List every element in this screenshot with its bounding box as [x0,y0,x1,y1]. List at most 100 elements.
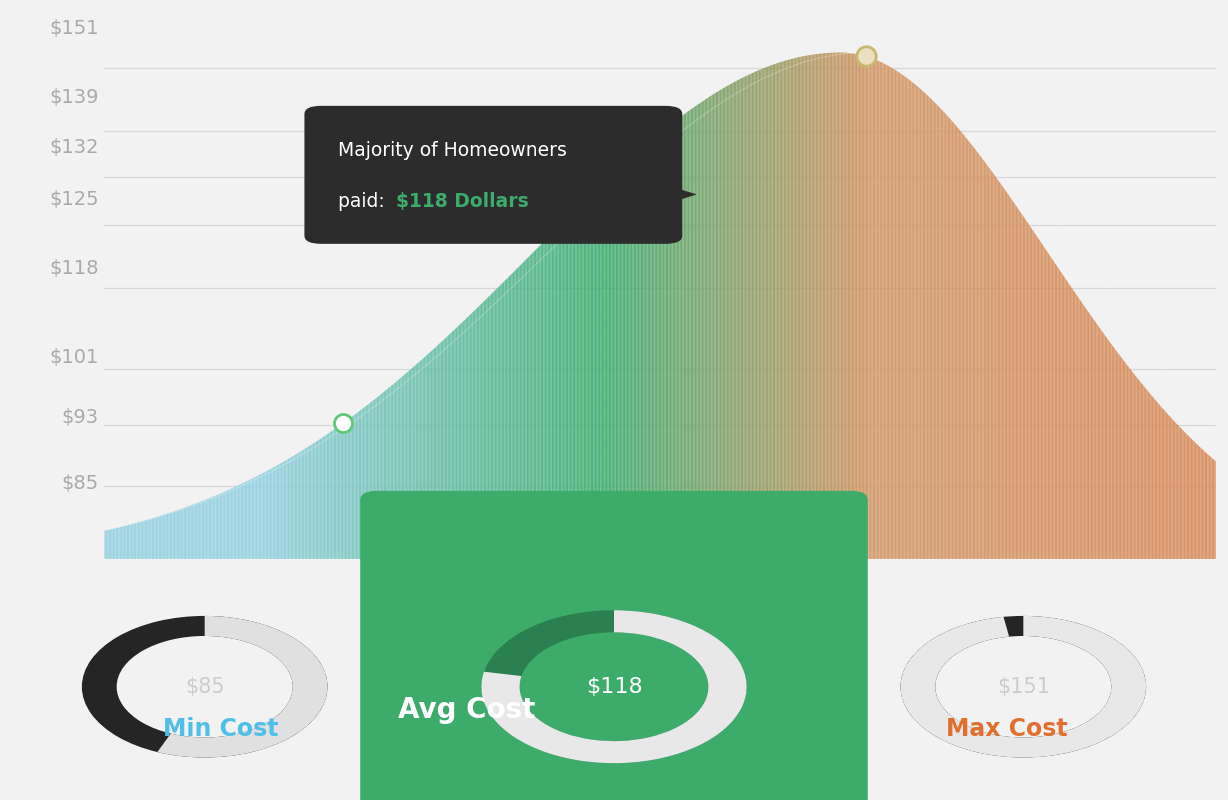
Polygon shape [118,527,119,559]
Polygon shape [198,502,199,559]
Polygon shape [318,439,319,559]
Polygon shape [1175,422,1176,559]
Polygon shape [769,66,770,559]
Polygon shape [351,416,352,559]
Polygon shape [1070,285,1071,559]
Polygon shape [968,139,969,559]
Polygon shape [160,515,161,559]
Polygon shape [1159,404,1160,559]
Polygon shape [210,498,211,559]
Polygon shape [361,409,362,559]
Polygon shape [830,53,831,559]
Polygon shape [589,196,591,559]
Polygon shape [987,166,990,559]
Polygon shape [955,126,958,559]
Polygon shape [527,258,528,559]
Polygon shape [367,404,368,559]
Polygon shape [1144,387,1146,559]
Polygon shape [1006,191,1007,559]
Polygon shape [920,88,921,559]
Polygon shape [1084,305,1086,559]
Polygon shape [317,440,318,559]
Text: Max Cost: Max Cost [946,717,1068,741]
Polygon shape [1141,382,1142,559]
Text: $93: $93 [61,408,98,427]
Polygon shape [1078,297,1079,559]
Polygon shape [849,53,850,559]
Polygon shape [959,129,960,559]
Polygon shape [481,303,483,559]
Polygon shape [446,336,447,559]
Polygon shape [166,514,167,559]
Polygon shape [935,103,937,559]
Polygon shape [265,471,266,559]
Polygon shape [314,442,316,559]
Polygon shape [621,166,623,559]
Polygon shape [907,78,909,559]
Polygon shape [1056,264,1057,559]
Polygon shape [1035,234,1036,559]
Polygon shape [114,528,115,559]
Polygon shape [168,513,169,559]
Polygon shape [1034,231,1035,559]
Polygon shape [391,385,392,559]
Polygon shape [950,119,952,559]
Polygon shape [1011,198,1012,559]
Polygon shape [441,341,442,559]
Polygon shape [555,230,556,559]
Polygon shape [389,386,391,559]
Polygon shape [447,335,449,559]
Polygon shape [543,241,545,559]
Polygon shape [879,62,880,559]
Polygon shape [656,135,657,559]
Polygon shape [1156,401,1157,559]
Polygon shape [882,63,884,559]
Polygon shape [517,267,518,559]
Polygon shape [626,160,628,559]
Polygon shape [1098,325,1099,559]
Polygon shape [1120,355,1121,559]
Polygon shape [1117,352,1119,559]
Polygon shape [549,235,550,559]
Polygon shape [718,90,720,559]
Polygon shape [712,94,715,559]
Polygon shape [732,82,733,559]
Polygon shape [643,146,645,559]
Polygon shape [1077,295,1078,559]
Polygon shape [917,86,919,559]
Polygon shape [285,460,286,559]
Polygon shape [296,454,297,559]
Polygon shape [292,456,293,559]
Polygon shape [846,53,847,559]
Polygon shape [117,527,118,559]
Polygon shape [490,294,492,559]
Polygon shape [1108,339,1109,559]
Polygon shape [569,216,570,559]
Polygon shape [453,330,454,559]
Polygon shape [1007,194,1008,559]
Polygon shape [836,53,837,559]
Polygon shape [1049,254,1050,559]
Polygon shape [748,74,749,559]
Polygon shape [519,265,521,559]
Polygon shape [451,332,452,559]
Polygon shape [1137,377,1138,559]
Polygon shape [605,180,608,559]
Polygon shape [264,472,265,559]
Text: $132: $132 [49,138,98,157]
Polygon shape [1012,199,1013,559]
Polygon shape [181,509,182,559]
Polygon shape [201,501,203,559]
Polygon shape [976,151,979,559]
Polygon shape [171,512,172,559]
Polygon shape [695,106,696,559]
Polygon shape [307,446,308,559]
Polygon shape [949,118,950,559]
Polygon shape [336,427,338,559]
Polygon shape [284,461,285,559]
Polygon shape [1212,458,1213,559]
Polygon shape [1153,398,1154,559]
Polygon shape [298,452,301,559]
Polygon shape [348,419,349,559]
Polygon shape [445,338,446,559]
